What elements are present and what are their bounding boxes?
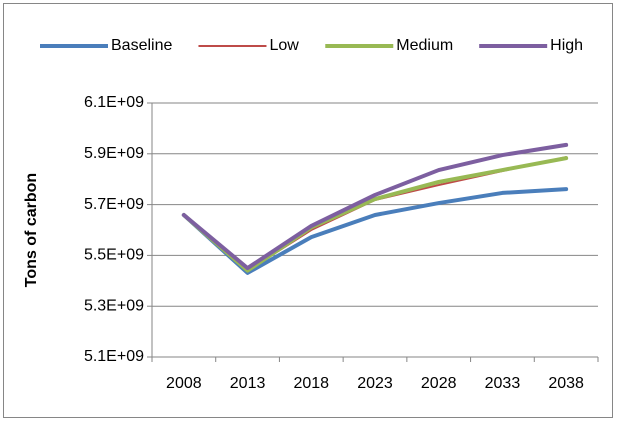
series-line — [181, 142, 569, 271]
y-tick-label: 5.1E+09 — [84, 348, 144, 365]
chart-border — [3, 3, 613, 418]
y-tick-label: 5.9E+09 — [84, 145, 144, 162]
x-tick-label: 2013 — [230, 375, 266, 392]
y-tick-label: 5.3E+09 — [84, 297, 144, 314]
legend-label: Low — [269, 37, 299, 54]
x-tick-label: 2038 — [548, 375, 584, 392]
legend-label: Medium — [396, 37, 453, 54]
x-tick-label: 2023 — [357, 375, 393, 392]
legend-label: High — [550, 37, 583, 54]
y-tick-label: 6.1E+09 — [84, 94, 144, 111]
legend-label: Baseline — [111, 37, 172, 54]
series-line — [181, 156, 569, 273]
x-tick-label: 2033 — [485, 375, 521, 392]
x-tick-label: 2018 — [293, 375, 329, 392]
x-tick-label: 2028 — [421, 375, 457, 392]
y-axis-label: Tons of carbon — [23, 173, 40, 287]
series-line — [181, 187, 569, 275]
y-tick-label: 5.5E+09 — [84, 247, 144, 264]
x-tick-label: 2008 — [166, 375, 202, 392]
y-tick-label: 5.7E+09 — [84, 196, 144, 213]
